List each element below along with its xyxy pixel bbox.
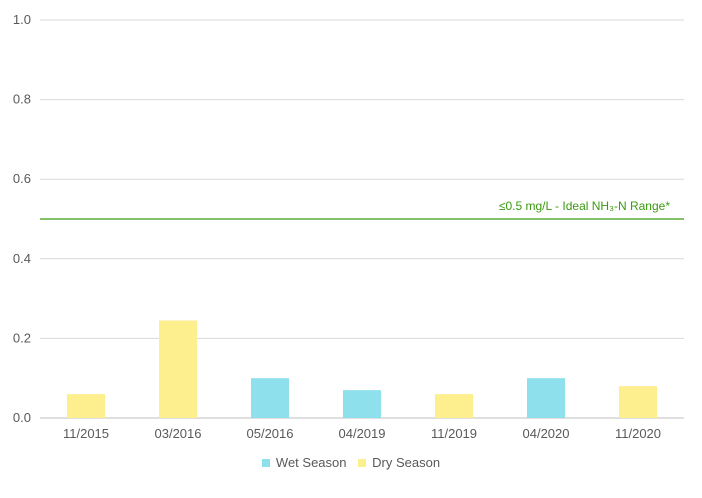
bar: [159, 320, 197, 418]
legend: Wet Season Dry Season: [0, 455, 702, 470]
x-tick-label: 05/2016: [247, 426, 294, 441]
bar: [67, 394, 105, 418]
reference-line-group: ≤0.5 mg/L - Ideal NH₃-N Range*: [40, 199, 684, 220]
legend-item-dry-season: Dry Season: [358, 455, 440, 470]
y-axis: 0.0 0.2 0.4 0.6 0.8 1.0: [13, 12, 31, 425]
y-tick-label: 0.6: [13, 171, 31, 186]
x-tick-label: 11/2020: [615, 426, 661, 441]
bar: [435, 394, 473, 418]
y-tick-label: 1.0: [13, 12, 31, 27]
bar: [527, 378, 565, 418]
y-tick-label: 0.0: [13, 410, 31, 425]
x-tick-label: 04/2020: [523, 426, 570, 441]
gridlines: [40, 19, 684, 419]
bar: [251, 378, 289, 418]
reference-line-label: ≤0.5 mg/L - Ideal NH₃-N Range*: [499, 199, 670, 213]
legend-label-dry: Dry Season: [372, 455, 441, 470]
legend-item-wet-season: Wet Season: [261, 455, 347, 470]
y-tick-label: 0.8: [13, 92, 31, 107]
bar: [343, 390, 381, 418]
legend-swatch-wet: [261, 458, 270, 467]
bar-chart: 0.0 0.2 0.4 0.6 0.8 1.0 11/2015 03/2016 05/2016…: [13, 12, 684, 441]
x-axis: 11/2015 03/2016 05/2016 04/2019 11/2019 04/20…: [63, 426, 661, 441]
y-tick-label: 0.2: [13, 330, 31, 345]
legend-swatch-dry: [358, 458, 367, 467]
x-tick-label: 11/2015: [63, 426, 109, 441]
bar: [619, 386, 657, 418]
legend-label-wet: Wet Season: [275, 455, 347, 470]
x-tick-label: 03/2016: [155, 426, 202, 441]
y-tick-label: 0.4: [13, 251, 31, 266]
x-tick-label: 11/2019: [431, 426, 477, 441]
bars: [67, 320, 657, 418]
x-tick-label: 04/2019: [339, 426, 386, 441]
